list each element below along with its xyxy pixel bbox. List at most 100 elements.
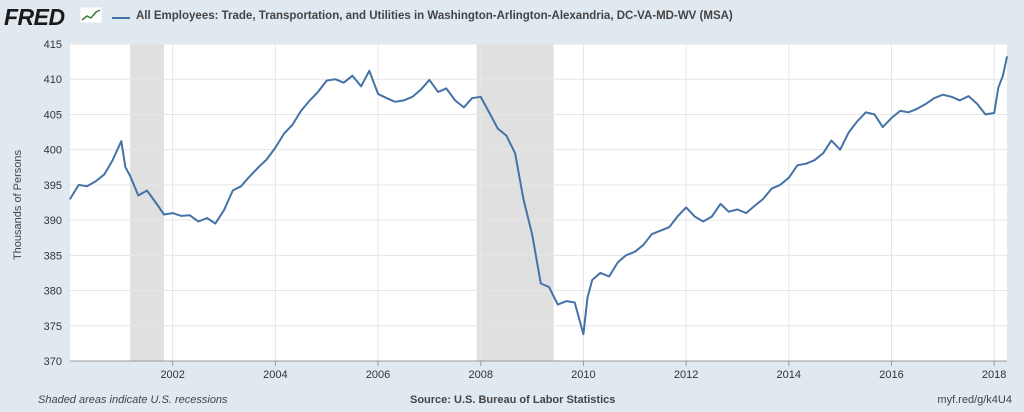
data-point	[360, 85, 362, 87]
data-point	[368, 70, 370, 72]
data-point	[591, 279, 593, 281]
data-point	[377, 93, 379, 95]
data-point	[257, 166, 260, 168]
data-point	[976, 103, 978, 105]
data-point	[668, 226, 670, 228]
data-point	[856, 120, 858, 123]
data-point	[1002, 75, 1004, 77]
recession-band-2	[476, 44, 554, 361]
data-point	[291, 124, 293, 126]
short-link[interactable]: myf.red/g/k4U4	[937, 394, 1012, 406]
y-tick-label-390: 390	[44, 215, 62, 227]
data-point	[925, 103, 927, 105]
line-chart: 370 375 380 385 390 395 400 405 410 415 2002 2004 20…	[44, 39, 1008, 381]
data-point	[488, 112, 491, 114]
data-point	[582, 333, 585, 335]
data-point	[86, 185, 88, 187]
data-point	[771, 187, 773, 190]
data-point	[719, 203, 722, 205]
y-tick-label-400: 400	[44, 145, 62, 157]
data-point	[514, 152, 516, 154]
data-point	[796, 164, 799, 166]
chart-title[interactable]: All Employees: Trade, Transportation, an…	[136, 10, 733, 22]
data-point	[522, 198, 524, 200]
data-point	[950, 96, 953, 98]
y-tick-label-380: 380	[44, 286, 62, 298]
data-point	[137, 194, 139, 197]
logo-graph-icon	[80, 7, 102, 23]
data-point	[848, 131, 850, 133]
data-point	[967, 95, 970, 97]
y-tick-label-410: 410	[44, 74, 62, 86]
y-tick-label-370: 370	[44, 356, 62, 368]
chart-footer: Shaded areas indicate U.S. recessions So…	[0, 392, 1024, 412]
data-point	[865, 111, 867, 113]
data-point	[317, 91, 319, 93]
data-point	[728, 211, 730, 213]
data-point	[805, 163, 807, 165]
data-point	[942, 94, 944, 96]
series-legend-line	[112, 17, 130, 19]
data-point	[762, 198, 764, 200]
data-point	[659, 230, 662, 232]
data-point	[565, 300, 568, 302]
data-point	[420, 89, 422, 91]
data-point	[266, 158, 268, 161]
series-line	[69, 56, 1008, 336]
data-point	[676, 215, 678, 218]
data-point	[1006, 56, 1008, 58]
data-point	[997, 87, 999, 89]
data-point	[309, 99, 311, 101]
data-point	[933, 97, 935, 99]
data-point	[232, 189, 234, 192]
data-point	[155, 201, 157, 204]
data-point	[839, 149, 841, 151]
data-point	[112, 159, 114, 161]
data-point	[343, 82, 345, 84]
data-point	[779, 184, 781, 186]
x-tick-label-2016: 2016	[879, 369, 903, 381]
data-point	[599, 272, 601, 274]
data-point	[214, 223, 216, 225]
x-tick-label-2014: 2014	[777, 369, 801, 381]
data-point	[386, 97, 388, 99]
data-point	[702, 220, 704, 223]
data-point	[882, 126, 884, 128]
data-point	[916, 108, 918, 110]
data-point	[394, 101, 396, 103]
data-point	[993, 112, 995, 114]
data-point	[240, 185, 242, 187]
data-point	[557, 304, 559, 306]
data-point	[574, 301, 576, 304]
data-point	[69, 198, 71, 200]
data-point	[403, 99, 405, 101]
data-point	[685, 206, 687, 209]
y-tick-label-375: 375	[44, 321, 62, 333]
data-point	[129, 175, 131, 177]
data-point	[249, 175, 251, 178]
y-tick-label-415: 415	[44, 39, 62, 51]
data-point	[586, 297, 589, 299]
data-point	[788, 177, 790, 179]
data-point	[120, 140, 122, 142]
data-point	[642, 244, 645, 246]
fred-logo[interactable]: FRED	[4, 4, 65, 30]
data-point	[634, 251, 636, 253]
recession-band-1	[130, 44, 164, 361]
y-tick-label-395: 395	[44, 180, 62, 192]
data-point	[899, 110, 901, 112]
data-point	[124, 166, 127, 168]
data-point	[223, 209, 225, 211]
data-point	[959, 99, 961, 101]
data-point	[822, 152, 824, 154]
data-point	[548, 286, 550, 288]
data-point	[505, 134, 508, 137]
data-point	[617, 261, 619, 263]
x-tick-label-2012: 2012	[674, 369, 698, 381]
data-point	[172, 212, 174, 214]
data-point	[480, 96, 482, 98]
data-point	[334, 78, 337, 80]
data-point	[625, 254, 627, 256]
data-point	[694, 215, 696, 218]
x-tick-label-2018: 2018	[982, 369, 1006, 381]
